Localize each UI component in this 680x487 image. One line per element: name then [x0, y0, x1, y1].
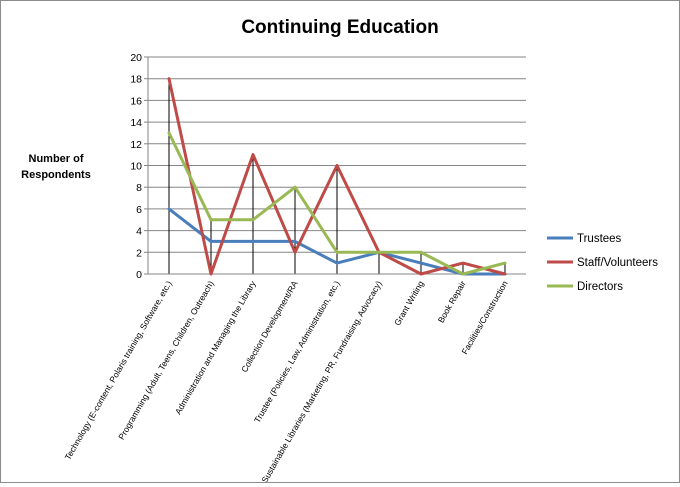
drop-lines — [168, 78, 506, 274]
chart-title: Continuing Education — [241, 17, 438, 38]
series-line-directors — [167, 131, 507, 276]
legend: Trustees Staff/Volunteers Directors — [547, 233, 658, 293]
y-tick-label: 0 — [136, 269, 142, 281]
y-tick-label: 16 — [130, 95, 142, 107]
legend-label: Staff/Volunteers — [577, 257, 658, 269]
y-tick-label: 14 — [130, 117, 142, 129]
y-axis-label-line-2: Respondents — [21, 169, 91, 181]
series-line-trustees — [167, 207, 507, 276]
y-axis-ticks: 0 2 4 6 8 10 12 14 16 18 20 — [130, 52, 148, 281]
y-tick-label: 18 — [130, 74, 142, 86]
x-category-label: Administration and Managing the Library — [173, 278, 258, 416]
y-tick-label: 4 — [136, 226, 142, 238]
series-lines — [167, 77, 507, 276]
x-category-label: Facilities/Construction — [460, 279, 510, 356]
y-tick-label: 10 — [130, 161, 142, 173]
y-tick-label: 6 — [136, 204, 142, 216]
legend-label: Directors — [577, 281, 623, 293]
x-axis-labels: Technology (E-content, Polaris training,… — [63, 278, 510, 484]
y-tick-label: 12 — [130, 139, 142, 151]
x-category-label: Book Repair — [436, 279, 468, 325]
y-axis-label: Number of Respondents — [21, 153, 91, 181]
x-category-label: Programming (Adult, Teens, Children, Out… — [116, 279, 216, 442]
x-category-label: Grant Writing — [392, 279, 426, 327]
y-axis-label-line-1: Number of — [29, 153, 84, 165]
legend-label: Trustees — [577, 233, 622, 245]
x-category-label: Trustee (Policies, Law, Administration, … — [252, 279, 342, 425]
y-tick-label: 2 — [136, 247, 142, 259]
y-tick-label: 8 — [136, 182, 142, 194]
y-tick-label: 20 — [130, 52, 142, 64]
